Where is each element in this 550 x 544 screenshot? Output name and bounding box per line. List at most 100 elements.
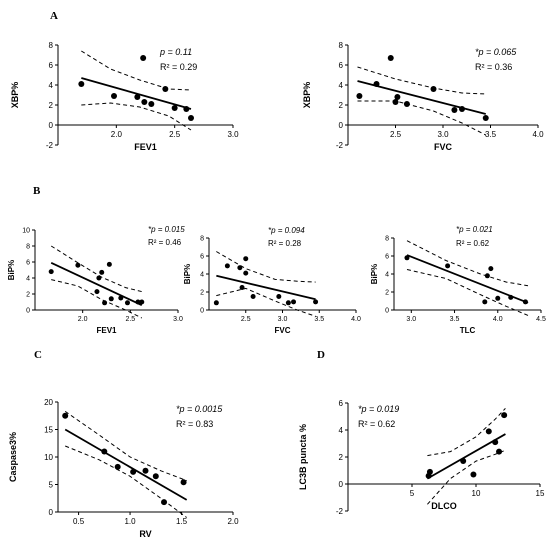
data-point	[250, 294, 256, 299]
chart-d: -2 0 2 4 6 5 10 15 DLCO LC3B puncta % *p = 0.019 R²…	[298, 399, 545, 516]
y-tick-label: -2	[46, 141, 54, 150]
ci-lower-line	[357, 100, 487, 136]
data-point	[482, 299, 488, 305]
regression-line	[50, 261, 143, 307]
data-point	[459, 106, 465, 112]
ci-lower-line	[406, 269, 529, 316]
p-value-label: *p = 0.094	[268, 226, 305, 235]
data-point	[134, 94, 141, 100]
y-tick-label: 10	[22, 227, 30, 234]
data-point	[148, 101, 155, 107]
y-tick-label: 6	[339, 399, 344, 408]
data-point	[213, 300, 219, 306]
x-axis-label: DLCO	[431, 501, 457, 511]
data-point	[94, 289, 100, 295]
x-tick-label: 3.0	[406, 316, 416, 323]
y-tick-label: 4	[200, 271, 204, 278]
x-tick-label: 5	[410, 489, 415, 498]
data-point	[460, 458, 467, 465]
x-tick-label: 2.5	[390, 130, 402, 139]
data-point	[404, 255, 410, 261]
y-axis-label: XBP%	[302, 82, 312, 109]
data-point	[501, 412, 508, 419]
y-tick-label: 2	[26, 291, 30, 298]
y-axis-label: BiP%	[183, 264, 192, 284]
x-axis-label: RV	[139, 529, 151, 539]
y-tick-label: 10	[44, 453, 53, 462]
y-tick-label: 8	[385, 235, 389, 242]
y-tick-label: 5	[49, 480, 54, 489]
y-tick-label: 0	[385, 307, 389, 314]
data-point	[392, 99, 399, 105]
data-point	[403, 101, 410, 107]
data-point	[124, 300, 130, 306]
panel-label-b: B	[33, 185, 41, 197]
regression-line	[81, 77, 192, 110]
data-point	[48, 269, 54, 275]
data-point	[114, 463, 121, 470]
y-axis-label: BiP%	[370, 264, 379, 284]
chart-b1: 0 2 4 6 8 10 2.0 2.5 3.0 FEV1 BiP% *p = 0.015 R² = 0…	[7, 225, 185, 335]
y-tick-label: 0	[339, 480, 344, 489]
ci-lower-line	[51, 279, 143, 319]
data-point	[495, 295, 501, 301]
y-tick-label: 6	[26, 259, 30, 266]
data-point	[485, 428, 492, 435]
chart-a1: -2 0 2 4 6 8 2.0 2.5 3.0 FEV1 XBP% p = 0.11 R² = 0.2…	[10, 41, 239, 152]
x-tick-label: 2.5	[241, 316, 251, 323]
x-tick-label: 3.0	[227, 130, 239, 139]
y-tick-label: 0	[49, 121, 54, 130]
data-point	[161, 499, 168, 506]
data-point	[387, 55, 394, 61]
y-tick-label: 0	[339, 121, 344, 130]
x-tick-label: 2.0	[111, 130, 123, 139]
ci-lower-line	[216, 287, 316, 317]
data-point	[171, 105, 178, 111]
data-point	[496, 448, 503, 455]
y-axis-label: BiP%	[7, 260, 16, 280]
data-point	[373, 81, 380, 87]
data-point	[237, 265, 243, 271]
data-point	[139, 299, 145, 305]
data-point	[188, 115, 194, 121]
data-point	[224, 263, 230, 269]
ci-upper-line	[427, 408, 506, 457]
ci-lower-line	[427, 449, 506, 505]
r-squared-label: R² = 0.36	[475, 62, 512, 72]
p-value-label: *p = 0.019	[358, 404, 399, 414]
y-tick-label: 2	[49, 101, 54, 110]
data-point	[118, 295, 124, 301]
data-point	[141, 99, 148, 105]
x-axis-label: FEV1	[96, 326, 117, 335]
panel-label-a: A	[50, 10, 58, 22]
chart-c: 0 5 10 15 20 0.5 1.0 1.5 2.0 RV Caspase3% *p = 0.00…	[8, 398, 239, 539]
data-point	[470, 471, 477, 478]
data-point	[108, 296, 114, 302]
data-point	[492, 439, 499, 446]
chart-b3: 0 2 4 6 8 3.0 3.5 4.0 4.5 TLC BiP% *p = 0.021 R² = 0…	[370, 225, 546, 335]
data-point	[75, 262, 81, 268]
y-tick-label: 4	[339, 426, 344, 435]
data-point	[426, 468, 433, 475]
x-tick-label: 3.5	[314, 316, 324, 323]
y-tick-label: 0	[49, 508, 54, 517]
panel-label-d: D	[317, 349, 325, 361]
r-squared-label: R² = 0.28	[268, 239, 302, 248]
chart-b2: 0 2 4 6 8 2.5 3.0 3.5 4.0 FVC BiP% *p = 0.094 R² = 0…	[183, 226, 361, 335]
data-point	[101, 448, 108, 455]
x-tick-label: 4.0	[351, 316, 361, 323]
data-point	[135, 299, 141, 305]
ci-upper-line	[357, 66, 486, 95]
y-tick-label: 8	[49, 41, 54, 50]
data-point	[162, 86, 169, 92]
ci-upper-line	[64, 410, 187, 482]
data-point	[243, 256, 249, 262]
y-tick-label: 4	[339, 81, 344, 90]
panel-label-c: C	[34, 349, 42, 361]
y-axis-label: Caspase3%	[8, 432, 18, 482]
y-tick-label: 4	[385, 271, 389, 278]
x-tick-label: 2.5	[169, 130, 181, 139]
data-point	[285, 300, 291, 306]
y-tick-label: 8	[200, 235, 204, 242]
ci-lower-line	[65, 445, 187, 518]
